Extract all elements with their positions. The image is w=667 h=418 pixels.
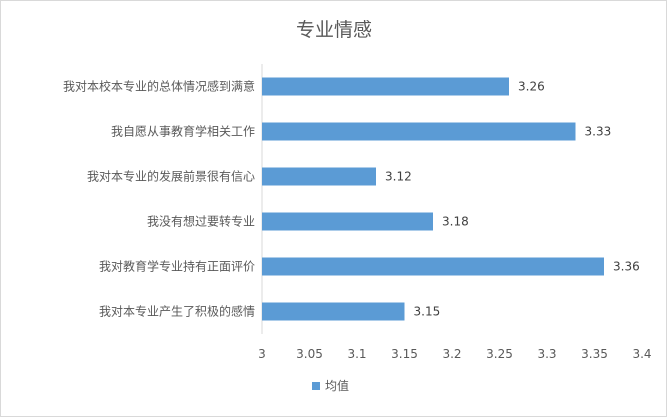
legend: 均值: [312, 378, 349, 393]
x-tick-label: 3.2: [442, 347, 461, 361]
category-label: 我对本专业的发展前景很有信心: [87, 169, 255, 184]
bar: [262, 302, 405, 321]
data-label: 3.12: [385, 170, 412, 184]
x-tick-label: 3.35: [581, 347, 608, 361]
data-label: 3.18: [442, 215, 469, 229]
category-label: 我对本校本专业的总体情况感到满意: [63, 79, 255, 94]
data-label: 3.15: [414, 305, 441, 319]
data-label: 3.36: [613, 260, 640, 274]
bar: [262, 257, 604, 276]
bar: [262, 167, 376, 186]
x-tick-label: 3.1: [347, 347, 366, 361]
x-tick-label: 3: [258, 347, 266, 361]
category-label: 我对教育学专业持有正面评价: [99, 259, 255, 274]
data-label: 3.33: [585, 125, 612, 139]
bar: [262, 212, 433, 231]
chart-title: 专业情感: [296, 19, 372, 41]
category-label: 我自愿从事教育学相关工作: [111, 124, 255, 139]
category-label: 我对本专业产生了积极的感情: [99, 304, 255, 319]
x-tick-label: 3.3: [537, 347, 556, 361]
bar: [262, 77, 509, 96]
x-tick-label: 3.25: [486, 347, 513, 361]
x-tick-label: 3.05: [296, 347, 323, 361]
x-tick-label: 3.15: [391, 347, 418, 361]
data-label: 3.26: [518, 80, 545, 94]
legend-swatch: [312, 382, 320, 390]
x-tick-label: 3.4: [632, 347, 651, 361]
category-label: 我没有想过要转专业: [147, 214, 255, 229]
bar: [262, 122, 576, 141]
legend-label: 均值: [325, 378, 349, 393]
